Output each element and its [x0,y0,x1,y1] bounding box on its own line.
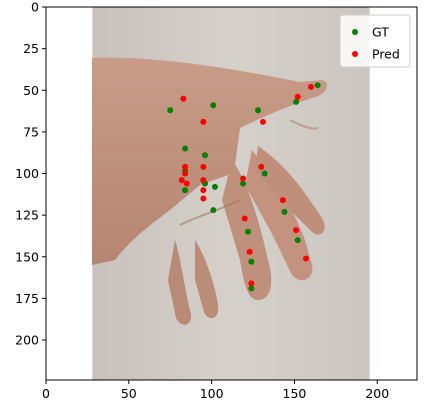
pred-keypoint [259,118,266,125]
pred-keypoint [258,163,265,170]
gt-keypoint [182,145,189,152]
pred-keypoint [293,227,300,234]
y-tick-label: 0 [31,0,39,15]
pred-keypoint [294,93,301,100]
gt-keypoint [240,180,247,187]
pred-keypoint [200,118,207,125]
gt-keypoint [245,228,252,235]
gt-keypoint [167,107,174,114]
y-tick-label: 125 [15,208,39,223]
pred-keypoint [182,170,189,177]
pred-keypoint [200,195,207,202]
gt-keypoint [248,258,255,265]
y-axis: 0 25 50 75 100 125 150 175 200 [15,0,46,348]
pred-keypoint [200,177,207,184]
x-tick-label: 50 [121,386,137,401]
pred-keypoint [200,163,207,170]
gt-keypoint [314,82,321,89]
gt-keypoint [248,285,255,292]
y-tick-label: 175 [15,291,39,306]
legend-gt-marker [352,29,358,35]
axes-frame [45,6,418,381]
legend-pred-label: Pred [372,47,400,62]
legend-pred-marker [352,51,358,57]
gt-keypoint [255,107,261,114]
x-axis: 0 50 100 150 200 [42,380,389,401]
y-tick-label: 200 [15,333,39,348]
y-tick-label: 150 [15,249,39,264]
x-tick-label: 0 [42,386,50,401]
gt-keypoint [182,187,189,194]
legend-gt-label: GT [372,25,389,40]
pred-keypoint [200,187,207,194]
pred-keypoint [241,215,248,222]
pred-keypoint [303,255,310,262]
y-tick-label: 75 [23,124,39,139]
gt-keypoint [261,170,268,177]
gt-keypoint [293,98,300,105]
pred-series [178,83,314,287]
gt-keypoint [211,183,218,190]
y-tick-label: 100 [15,166,39,181]
legend: GT Pred [339,14,411,68]
gt-keypoint [294,237,301,244]
pred-keypoint [308,83,314,90]
pred-keypoint [248,280,255,287]
gt-keypoint [202,152,208,159]
x-tick-label: 200 [365,386,389,401]
pred-keypoint [246,248,253,255]
pred-keypoint [240,175,247,182]
gt-keypoint [210,102,217,109]
x-tick-label: 150 [283,386,307,401]
pred-keypoint [279,197,286,204]
gt-keypoint [281,208,288,215]
pred-keypoint [182,163,189,170]
y-tick-label: 50 [23,83,39,98]
gt-keypoint [210,207,217,214]
y-tick-label: 25 [23,41,39,56]
pred-keypoint [178,177,185,184]
pred-keypoint [183,180,190,187]
hand-photo [92,7,370,380]
x-tick-label: 100 [200,386,224,401]
pred-keypoint [180,95,187,102]
